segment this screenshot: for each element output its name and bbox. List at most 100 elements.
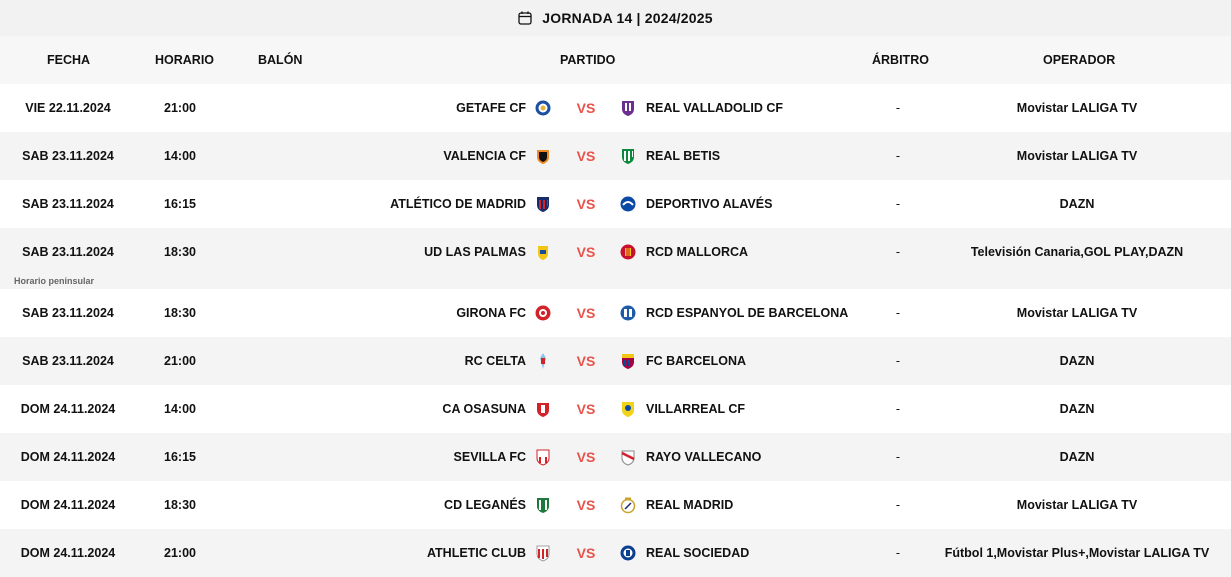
match-row[interactable]: SAB 23.11.2024 16:15 ATLÉTICO DE MADRID VS D… bbox=[0, 180, 1231, 228]
vs-label: VS bbox=[576, 353, 596, 369]
table-header: FECHA HORARIO BALÓN PARTIDO ÁRBITRO OPER… bbox=[0, 36, 1231, 84]
column-header-operador: OPERADOR bbox=[1043, 53, 1116, 67]
espanyol-crest-icon[interactable] bbox=[619, 304, 637, 322]
match-time: 18:30 bbox=[164, 498, 196, 512]
vs-label: VS bbox=[576, 497, 596, 513]
vs-label: VS bbox=[576, 100, 596, 116]
real-madrid-crest-icon[interactable] bbox=[619, 496, 637, 514]
match-row[interactable]: DOM 24.11.2024 14:00 CA OSASUNA VS VILLARREA… bbox=[0, 385, 1231, 433]
away-team-name[interactable]: VILLARREAL CF bbox=[646, 402, 746, 416]
match-time: 14:00 bbox=[164, 402, 196, 416]
match-date: SAB 23.11.2024 bbox=[22, 354, 114, 368]
broadcast-operator: Movistar LALIGA TV bbox=[1016, 498, 1138, 512]
match-date: SAB 23.11.2024 bbox=[22, 306, 114, 320]
getafe-crest-icon[interactable] bbox=[534, 99, 552, 117]
match-time: 21:00 bbox=[164, 354, 196, 368]
match-date: DOM 24.11.2024 bbox=[20, 546, 116, 560]
broadcast-operator: DAZN bbox=[1059, 354, 1095, 368]
match-row[interactable]: VIE 22.11.2024 21:00 GETAFE CF VS REAL VALLA… bbox=[0, 84, 1231, 132]
vs-label: VS bbox=[576, 244, 596, 260]
match-time: 21:00 bbox=[164, 546, 196, 560]
vs-label: VS bbox=[576, 196, 596, 212]
home-team-name[interactable]: ATLÉTICO DE MADRID bbox=[390, 197, 526, 211]
vs-label: VS bbox=[576, 545, 596, 561]
home-team-name[interactable]: GETAFE CF bbox=[456, 101, 526, 115]
match-row[interactable]: SAB 23.11.2024 21:00 RC CELTA VS FC BARCELON… bbox=[0, 337, 1231, 385]
referee: - bbox=[895, 101, 901, 115]
home-team-name[interactable]: CA OSASUNA bbox=[442, 402, 526, 416]
away-team-name[interactable]: REAL MADRID bbox=[646, 498, 734, 512]
match-date: DOM 24.11.2024 bbox=[20, 450, 116, 464]
schedule-note: Horario peninsular bbox=[14, 276, 95, 286]
column-header-arbitro: ÁRBITRO bbox=[872, 53, 929, 67]
home-team-name[interactable]: CD LEGANÉS bbox=[444, 498, 526, 512]
referee: - bbox=[895, 306, 901, 320]
match-row[interactable]: SAB 23.11.2024 18:30 GIRONA FC VS RCD ESPANY… bbox=[0, 289, 1231, 337]
match-date: VIE 22.11.2024 bbox=[25, 101, 111, 115]
match-date: DOM 24.11.2024 bbox=[20, 498, 116, 512]
broadcast-operator: Movistar LALIGA TV bbox=[1016, 306, 1138, 320]
match-row[interactable]: DOM 24.11.2024 16:15 SEVILLA FC VS RAYO VALL… bbox=[0, 433, 1231, 481]
barcelona-crest-icon[interactable] bbox=[619, 352, 637, 370]
round-title: JORNADA 14 | 2024/2025 bbox=[542, 10, 713, 26]
match-list: VIE 22.11.2024 21:00 GETAFE CF VS REAL VALLA… bbox=[0, 84, 1231, 577]
match-time: 16:15 bbox=[164, 197, 196, 211]
girona-crest-icon[interactable] bbox=[534, 304, 552, 322]
home-team-name[interactable]: VALENCIA CF bbox=[443, 149, 526, 163]
broadcast-operator: Movistar LALIGA TV bbox=[1016, 101, 1138, 115]
away-team-name[interactable]: REAL VALLADOLID CF bbox=[646, 101, 784, 115]
match-row[interactable]: DOM 24.11.2024 21:00 ATHLETIC CLUB VS REAL S… bbox=[0, 529, 1231, 577]
valencia-crest-icon[interactable] bbox=[534, 147, 552, 165]
match-row[interactable]: SAB 23.11.2024 14:00 VALENCIA CF VS REAL BET… bbox=[0, 132, 1231, 180]
home-team-name[interactable]: RC CELTA bbox=[464, 354, 526, 368]
referee: - bbox=[895, 402, 901, 416]
vs-label: VS bbox=[576, 305, 596, 321]
away-team-name[interactable]: RCD MALLORCA bbox=[646, 245, 749, 259]
alaves-crest-icon[interactable] bbox=[619, 195, 637, 213]
valladolid-crest-icon[interactable] bbox=[619, 99, 637, 117]
column-header-fecha: FECHA bbox=[47, 53, 91, 67]
broadcast-operator: Televisión Canaria,GOL PLAY,DAZN bbox=[970, 245, 1184, 259]
sevilla-crest-icon[interactable] bbox=[534, 448, 552, 466]
match-date: SAB 23.11.2024 bbox=[22, 245, 114, 259]
match-time: 16:15 bbox=[164, 450, 196, 464]
match-date: SAB 23.11.2024 bbox=[22, 197, 114, 211]
home-team-name[interactable]: UD LAS PALMAS bbox=[424, 245, 526, 259]
calendar-icon bbox=[518, 11, 532, 25]
referee: - bbox=[895, 498, 901, 512]
referee: - bbox=[895, 450, 901, 464]
referee: - bbox=[895, 149, 901, 163]
home-team-name[interactable]: ATHLETIC CLUB bbox=[426, 546, 526, 560]
column-header-balon: BALÓN bbox=[258, 53, 303, 67]
away-team-name[interactable]: RAYO VALLECANO bbox=[646, 450, 762, 464]
celta-crest-icon[interactable] bbox=[534, 352, 552, 370]
real-sociedad-crest-icon[interactable] bbox=[619, 544, 637, 562]
las-palmas-crest-icon[interactable] bbox=[534, 243, 552, 261]
leganes-crest-icon[interactable] bbox=[534, 496, 552, 514]
osasuna-crest-icon[interactable] bbox=[534, 400, 552, 418]
mallorca-crest-icon[interactable] bbox=[619, 243, 637, 261]
away-team-name[interactable]: RCD ESPANYOL DE BARCELONA bbox=[646, 306, 849, 320]
vs-label: VS bbox=[576, 401, 596, 417]
away-team-name[interactable]: REAL SOCIEDAD bbox=[646, 546, 750, 560]
referee: - bbox=[895, 354, 901, 368]
home-team-name[interactable]: SEVILLA FC bbox=[453, 450, 526, 464]
villarreal-crest-icon[interactable] bbox=[619, 400, 637, 418]
match-time: 14:00 bbox=[164, 149, 196, 163]
column-header-partido: PARTIDO bbox=[560, 53, 616, 67]
betis-crest-icon[interactable] bbox=[619, 147, 637, 165]
broadcast-operator: DAZN bbox=[1059, 197, 1095, 211]
away-team-name[interactable]: DEPORTIVO ALAVÉS bbox=[646, 197, 773, 211]
match-row[interactable]: SAB 23.11.2024 18:30 UD LAS PALMAS VS RCD MA… bbox=[0, 228, 1231, 289]
athletic-crest-icon[interactable] bbox=[534, 544, 552, 562]
home-team-name[interactable]: GIRONA FC bbox=[456, 306, 526, 320]
away-team-name[interactable]: FC BARCELONA bbox=[646, 354, 746, 368]
match-time: 18:30 bbox=[164, 245, 196, 259]
vs-label: VS bbox=[576, 449, 596, 465]
atletico-crest-icon[interactable] bbox=[534, 195, 552, 213]
rayo-crest-icon[interactable] bbox=[619, 448, 637, 466]
column-header-horario: HORARIO bbox=[155, 53, 215, 67]
broadcast-operator: DAZN bbox=[1059, 402, 1095, 416]
away-team-name[interactable]: REAL BETIS bbox=[646, 149, 721, 163]
match-row[interactable]: DOM 24.11.2024 18:30 CD LEGANÉS VS REAL MADR… bbox=[0, 481, 1231, 529]
